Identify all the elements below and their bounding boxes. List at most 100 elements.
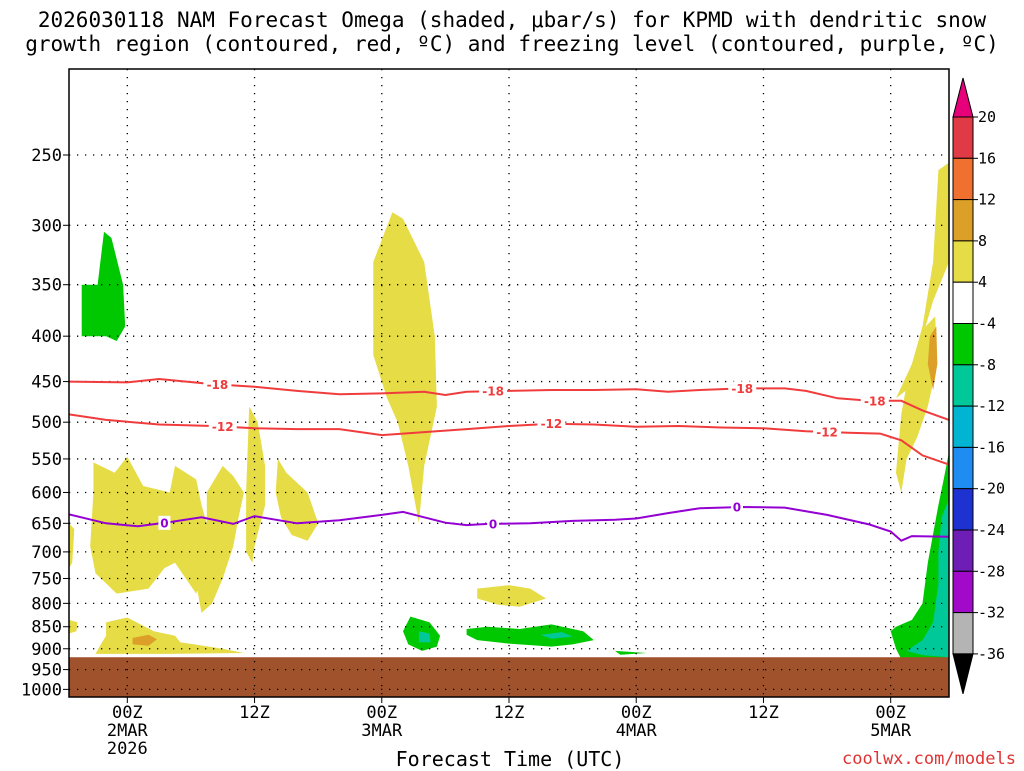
omega-region-6 [69,619,78,634]
colorbar-label--20: -20 [978,480,1005,498]
y-tick-label-500: 500 [31,413,62,433]
x-tick-label-60-1: 12Z [748,703,779,723]
colorbar-label-16: 16 [978,149,996,167]
x-tick-label-72-2: 5MAR [870,721,912,741]
x-axis-title: Forecast Time (UTC) [395,747,625,771]
colorbar-label--8: -8 [978,356,996,374]
y-tick-label-1000: 1000 [21,680,62,700]
colorbar-top-arrow [952,77,974,118]
colorbar-label--32: -32 [978,604,1005,622]
chart-title-line-2: growth region (contoured, red, ºC) and f… [25,32,999,56]
contour-label-0-2: 0 [733,501,741,515]
x-tick-label-0-3: 2026 [107,739,148,759]
contour-label-bg-1-0 [208,419,237,434]
colorbar-swatch-3 [952,240,974,283]
contour-label-bg-2-0 [158,515,171,530]
contour-line--18-0 [69,377,949,421]
contour-label--12-2: -12 [816,426,838,440]
colorbar-swatch-4 [952,281,974,325]
contour-label-0-1: 0 [489,517,497,531]
y-tick-label-550: 550 [31,450,62,470]
credit-link[interactable]: coolwx.com/models [842,749,1016,769]
omega-region-11 [132,634,157,646]
y-tick-label-400: 400 [31,327,62,347]
colorbar-swatch-6 [952,364,974,407]
omega-shading [69,162,949,660]
colorbar-swatch-2 [952,199,974,242]
omega-region-17 [890,451,949,660]
contour-label-bg-1-1 [537,416,566,431]
omega-region-2 [196,465,244,613]
colorbar-label-12: 12 [978,191,996,209]
gridlines [69,69,949,697]
omega-region-0 [373,212,437,524]
colorbar-label--36: -36 [978,645,1005,663]
colorbar-label-8: 8 [978,232,987,250]
y-tick-label-950: 950 [31,661,62,681]
x-tick-label-24-1: 00Z [366,703,397,723]
omega-region-10 [896,316,938,493]
y-tick-label-900: 900 [31,640,62,660]
temperature-contours: -18 -18 -18 -18 -12 -12 -12 0 0 0 [69,377,949,542]
omega-region-20 [540,632,573,639]
colorbar-swatch-10 [952,529,974,572]
x-tick-label-12-1: 12Z [239,703,270,723]
omega-region-5 [69,523,75,569]
y-tick-label-350: 350 [31,276,62,296]
colorbar-bottom-arrow [952,653,974,695]
colorbar-label--12: -12 [978,397,1005,415]
y-tick-label-650: 650 [31,514,62,534]
contour-label-bg-0-2 [728,381,757,396]
colorbar-swatch-1 [952,157,974,201]
contour-label--18-0: -18 [207,378,229,392]
colorbar-swatch-7 [952,405,974,448]
y-tick-label-600: 600 [31,483,62,503]
colorbar: 20 16 12 8 4 -4 -8 -12 -16 -20 -24 -28 -32 -36 [952,77,1005,695]
omega-region-8 [477,585,547,607]
x-tick-label-0-2: 2MAR [107,721,149,741]
colorbar-swatch-5 [952,323,974,366]
omega-region-19 [418,631,431,643]
y-tick-label-450: 450 [31,373,62,393]
y-tick-label-300: 300 [31,216,62,236]
colorbar-label--16: -16 [978,438,1005,456]
y-tick-label-250: 250 [31,146,62,166]
colorbar-label-20: 20 [978,108,996,126]
contour-label-0-0: 0 [160,516,168,530]
contour-label-bg-2-2 [730,500,743,515]
y-tick-label-700: 700 [31,543,62,563]
omega-region-7 [95,617,244,654]
colorbar-label--24: -24 [978,521,1005,539]
colorbar-label--4: -4 [978,315,996,333]
colorbar-swatch-8 [952,446,974,490]
contour-label-bg-0-1 [479,384,508,399]
x-tick-label-24-2: 3MAR [361,721,403,741]
omega-region-9 [896,162,949,399]
omega-region-15 [466,624,594,647]
omega-region-3 [246,406,266,563]
contour-label-bg-0-0 [203,377,232,392]
contour-label-bg-2-1 [487,516,500,531]
omega-region-4 [275,458,319,541]
x-tick-label-72-1: 00Z [875,703,906,723]
omega-region-16 [615,650,647,655]
colorbar-swatch-12 [952,612,974,655]
contour-label--12-1: -12 [541,417,563,431]
contour-label-bg-1-2 [813,425,842,440]
y-axis: 2503003504004505005506006507007508008509… [21,146,69,700]
x-tick-label-0-1: 00Z [112,703,143,723]
contour-label--18-3: -18 [864,394,886,408]
colorbar-swatch-0 [952,116,974,159]
x-tick-label-48-2: 4MAR [616,721,658,741]
omega-region-18 [906,498,949,658]
contour-label--18-1: -18 [482,385,504,399]
y-tick-label-800: 800 [31,594,62,614]
chart-title-line-1: 2026030118 NAM Forecast Omega (shaded, μ… [37,8,987,32]
omega-region-12 [927,326,938,390]
y-tick-label-850: 850 [31,618,62,638]
omega-region-13 [81,231,126,341]
colorbar-label-4: 4 [978,273,987,291]
contour-label-bg-0-3 [860,393,889,408]
